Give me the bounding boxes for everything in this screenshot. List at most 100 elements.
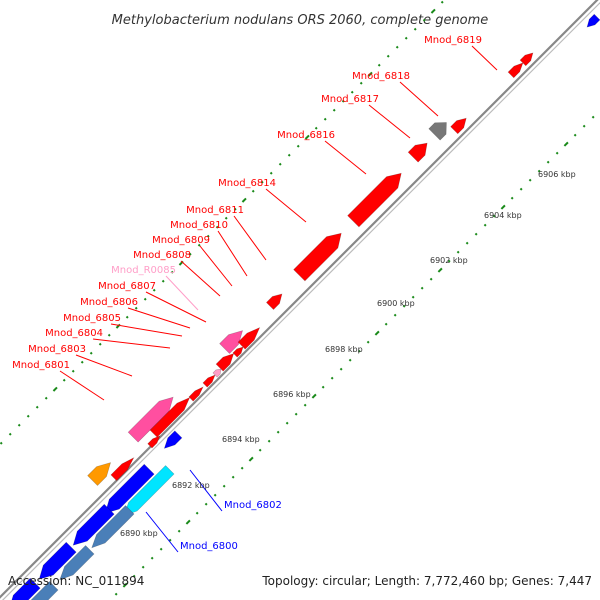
gene-label: Mnod_6811	[186, 205, 244, 216]
inner-dotted-track	[285, 421, 289, 425]
outer-dotted-track	[206, 234, 210, 238]
inner-dotted-track	[555, 151, 559, 155]
gene-label: Mnod_6809	[152, 235, 210, 246]
inner-dotted-track	[393, 313, 397, 317]
gene-label: Mnod_6805	[63, 313, 121, 324]
inner-dotted-track	[276, 430, 280, 434]
outer-dotted-track	[0, 441, 3, 445]
gene-feature	[507, 62, 524, 79]
inner-dotted-track	[311, 393, 317, 399]
gene-label: Mnod_6810	[170, 220, 228, 231]
inner-dotted-track	[546, 160, 550, 164]
inner-dotted-track	[465, 241, 469, 245]
outer-dotted-track	[341, 99, 345, 103]
label-leader	[399, 81, 439, 117]
outer-dotted-track	[413, 27, 417, 31]
gene-feature	[104, 463, 155, 514]
inner-dotted-track	[267, 439, 271, 443]
inner-dotted-track	[384, 322, 388, 326]
inner-dotted-track	[483, 223, 487, 227]
inner-dotted-track	[474, 232, 478, 236]
gene-feature	[219, 330, 244, 354]
gene-feature	[149, 397, 191, 438]
gene-feature	[127, 396, 174, 443]
inner-dotted-track	[537, 169, 541, 173]
outer-dotted-track	[35, 405, 39, 409]
outer-dotted-track	[224, 216, 228, 220]
outer-dotted-track	[143, 297, 147, 301]
gene-feature	[347, 172, 402, 228]
inner-dotted-track	[411, 295, 415, 299]
outer-dotted-track	[98, 342, 102, 346]
label-leader	[265, 188, 307, 223]
label-leader	[189, 469, 223, 512]
outer-dotted-track	[367, 71, 373, 77]
inner-dotted-track	[114, 592, 118, 596]
inner-dotted-track	[492, 214, 496, 218]
gene-feature	[215, 353, 235, 372]
outer-dotted-track	[287, 153, 291, 157]
outer-dotted-track	[241, 197, 247, 203]
outer-dotted-track	[80, 360, 84, 364]
inner-dotted-track	[294, 412, 298, 416]
inner-dotted-track	[159, 547, 163, 551]
tick-label: 6894 kbp	[222, 435, 260, 444]
gene-label: Mnod_6801	[12, 360, 70, 371]
gene-label: Mnod_6817	[321, 94, 379, 105]
inner-dotted-track	[563, 141, 569, 147]
gene-feature	[428, 122, 447, 141]
inner-dotted-track	[437, 267, 443, 273]
label-leader	[75, 354, 133, 377]
gene-label: Mnod_6807	[98, 281, 156, 292]
outer-dotted-track	[152, 288, 156, 292]
gene-label: Mnod_6814	[218, 178, 276, 189]
gene-feature	[163, 430, 183, 449]
inner-dotted-track	[357, 349, 361, 353]
label-leader	[217, 230, 248, 277]
outer-dotted-track	[278, 162, 282, 166]
tick-label: 6900 kbp	[377, 299, 415, 308]
inner-dotted-track	[402, 304, 406, 308]
outer-dotted-track	[125, 315, 129, 319]
inner-dotted-track	[591, 115, 595, 119]
inner-dotted-track	[132, 574, 136, 578]
label-leader	[368, 104, 411, 139]
gene-label: Mnod_6806	[80, 297, 138, 308]
gene-feature	[232, 346, 244, 358]
gene-label: Mnod_6802	[224, 500, 282, 511]
inner-dotted-track	[231, 475, 235, 479]
inner-dotted-track	[321, 385, 325, 389]
outer-dotted-track	[17, 423, 21, 427]
gene-feature	[202, 374, 216, 388]
gene-label: Mnod_6800	[180, 541, 238, 552]
outer-dotted-track	[89, 351, 93, 355]
outer-dotted-track	[269, 171, 273, 175]
label-leader	[324, 140, 367, 175]
outer-dotted-track	[350, 90, 354, 94]
inner-dotted-track	[528, 178, 532, 182]
inner-dotted-track	[429, 277, 433, 281]
tick-label: 6896 kbp	[273, 390, 311, 399]
label-leader	[233, 215, 267, 261]
inner-dotted-track	[204, 502, 208, 506]
outer-dotted-track	[71, 369, 75, 373]
tick-labels: 6890 kbp 6892 kbp 6894 kbp 6896 kbp 6898 kbp…	[120, 170, 576, 538]
outer-dotted-track	[404, 36, 408, 40]
inner-dotted-track	[374, 330, 380, 336]
inner-dotted-track	[366, 340, 370, 344]
label-leader	[92, 338, 171, 349]
outer-dotted-track	[323, 117, 327, 121]
label-leader	[471, 45, 498, 71]
outer-dotted-track	[188, 252, 192, 256]
inner-dotted-track	[447, 259, 451, 263]
inner-dotted-track	[456, 250, 460, 254]
inner-dotted-track	[222, 484, 226, 488]
gene-feature	[30, 581, 59, 600]
inner-dotted-track	[177, 529, 181, 533]
label-leader	[145, 291, 207, 323]
label-leader	[59, 370, 105, 401]
outer-dotted-track	[422, 18, 426, 22]
outer-dotted-track	[395, 45, 399, 49]
